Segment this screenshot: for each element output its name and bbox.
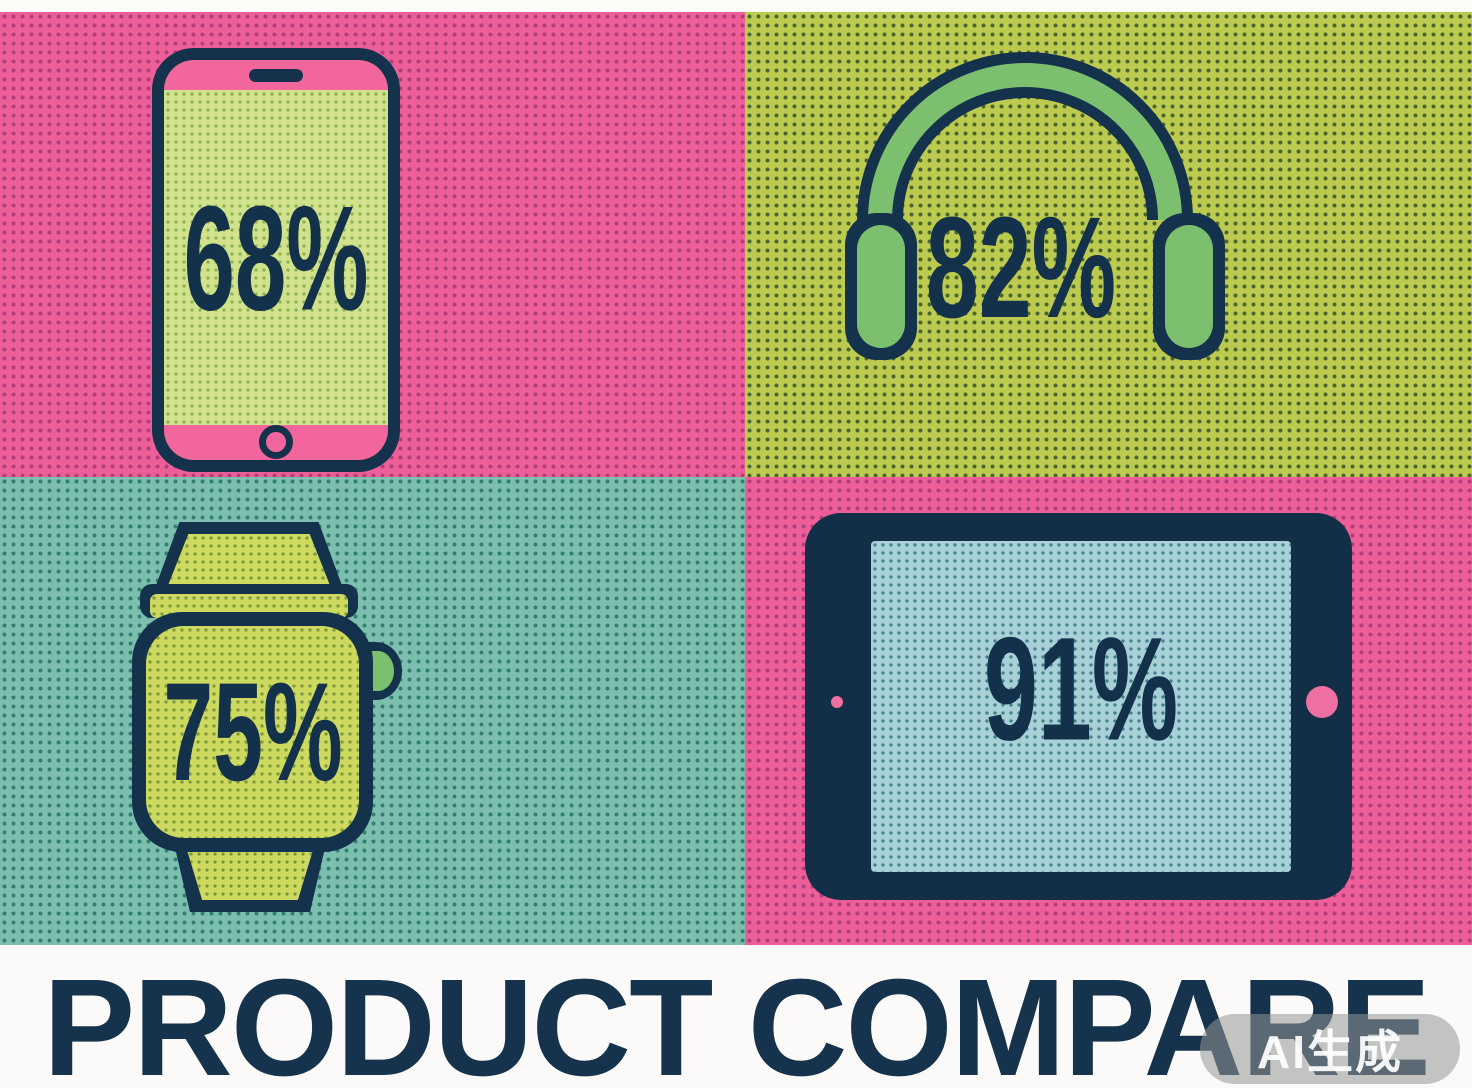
phone-screen: 68%: [164, 90, 388, 425]
tablet-percentage: 91%: [983, 607, 1179, 772]
tablet-icon: 91%: [805, 513, 1352, 900]
tablet-home-button-icon: [1306, 686, 1338, 718]
poster-title: PRODUCT COMPARE: [43, 951, 1431, 1088]
headband-fill: [868, 63, 1182, 221]
watch-face: 75%: [146, 626, 359, 838]
ai-watermark-badge: AI生成: [1200, 1014, 1460, 1084]
ear-cup-left-fill: [857, 225, 905, 348]
tablet-camera-icon: [831, 696, 843, 708]
ai-watermark-text: AI生成: [1257, 1026, 1403, 1078]
smartphone-percentage: 68%: [183, 174, 369, 341]
phone-speaker-icon: [249, 69, 303, 82]
watch-strap-top-fill: [167, 534, 331, 588]
tablet-screen: 91%: [871, 541, 1291, 872]
smartwatch-icon: 75%: [132, 612, 373, 852]
phone-home-button-icon: [259, 425, 293, 459]
top-white-strip: [0, 0, 1472, 12]
smartphone-face: 68%: [164, 60, 388, 460]
ear-cup-right-fill: [1165, 225, 1213, 348]
smartwatch-percentage: 75%: [162, 653, 343, 810]
headphones-icon: [845, 52, 1225, 360]
smartphone-icon: 68%: [152, 48, 400, 472]
headphones-percentage: 82%: [925, 187, 1117, 348]
phone-top-band: [164, 60, 388, 90]
phone-bottom-band: [164, 425, 388, 460]
watch-strap-bottom-fill: [187, 850, 313, 900]
